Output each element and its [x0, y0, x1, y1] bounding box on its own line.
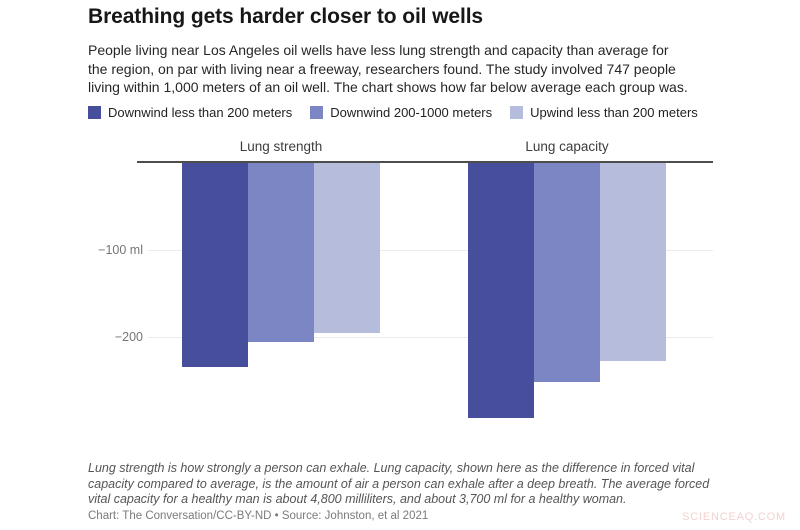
- category-label-0: Lung strength: [239, 139, 323, 154]
- bar-lung-capacity-series-2: [600, 163, 666, 361]
- footnote-line: vital capacity for a healthy man is abou…: [88, 492, 627, 506]
- chart-description: People living near Los Angeles oil wells…: [88, 41, 688, 97]
- legend-item-2: Upwind less than 200 meters: [510, 105, 698, 120]
- category-label-1: Lung capacity: [525, 139, 609, 154]
- page-title: Breathing gets harder closer to oil well…: [88, 5, 484, 28]
- gridline--100: [148, 250, 713, 251]
- y-axis-tick-label: −100 ml: [98, 243, 143, 257]
- legend-item-1: Downwind 200-1000 meters: [310, 105, 492, 120]
- bar-lung-strength-series-0: [182, 163, 248, 367]
- legend-swatch-icon: [310, 106, 324, 119]
- gridline--200: [148, 337, 713, 338]
- bar-lung-strength-series-1: [248, 163, 314, 342]
- chart-legend: Downwind less than 200 meters Downwind 20…: [88, 105, 698, 120]
- source-credit: Chart: The Conversation/CC-BY-ND • Sourc…: [88, 510, 429, 522]
- footnote-line: capacity compared to average, is the amo…: [88, 476, 710, 491]
- bar-lung-capacity-series-0: [468, 163, 534, 418]
- legend-label: Downwind less than 200 meters: [108, 105, 293, 120]
- legend-label: Downwind 200-1000 meters: [330, 105, 493, 120]
- bar-lung-strength-series-2: [314, 163, 380, 333]
- legend-swatch-icon: [510, 106, 524, 119]
- legend-label: Upwind less than 200 meters: [530, 105, 698, 120]
- y-axis-tick-label: −200: [114, 330, 143, 344]
- watermark: SCIENCEAQ.COM: [682, 511, 786, 523]
- description-line: the region, on par with living near a fr…: [88, 60, 676, 77]
- chart-footnote: Lung strength is how strongly a person c…: [88, 461, 709, 508]
- bar-lung-capacity-series-1: [534, 163, 600, 382]
- x-axis-zero-line: [137, 161, 713, 163]
- legend-item-0: Downwind less than 200 meters: [88, 105, 292, 120]
- description-line: living within 1,000 meters of an oil wel…: [88, 79, 688, 95]
- footnote-line: Lung strength is how strongly a person c…: [88, 461, 695, 475]
- description-line: People living near Los Angeles oil wells…: [88, 42, 669, 58]
- legend-swatch-icon: [88, 106, 101, 119]
- bar-chart: −100 ml −200 Lung strength Lung capacity: [98, 139, 713, 418]
